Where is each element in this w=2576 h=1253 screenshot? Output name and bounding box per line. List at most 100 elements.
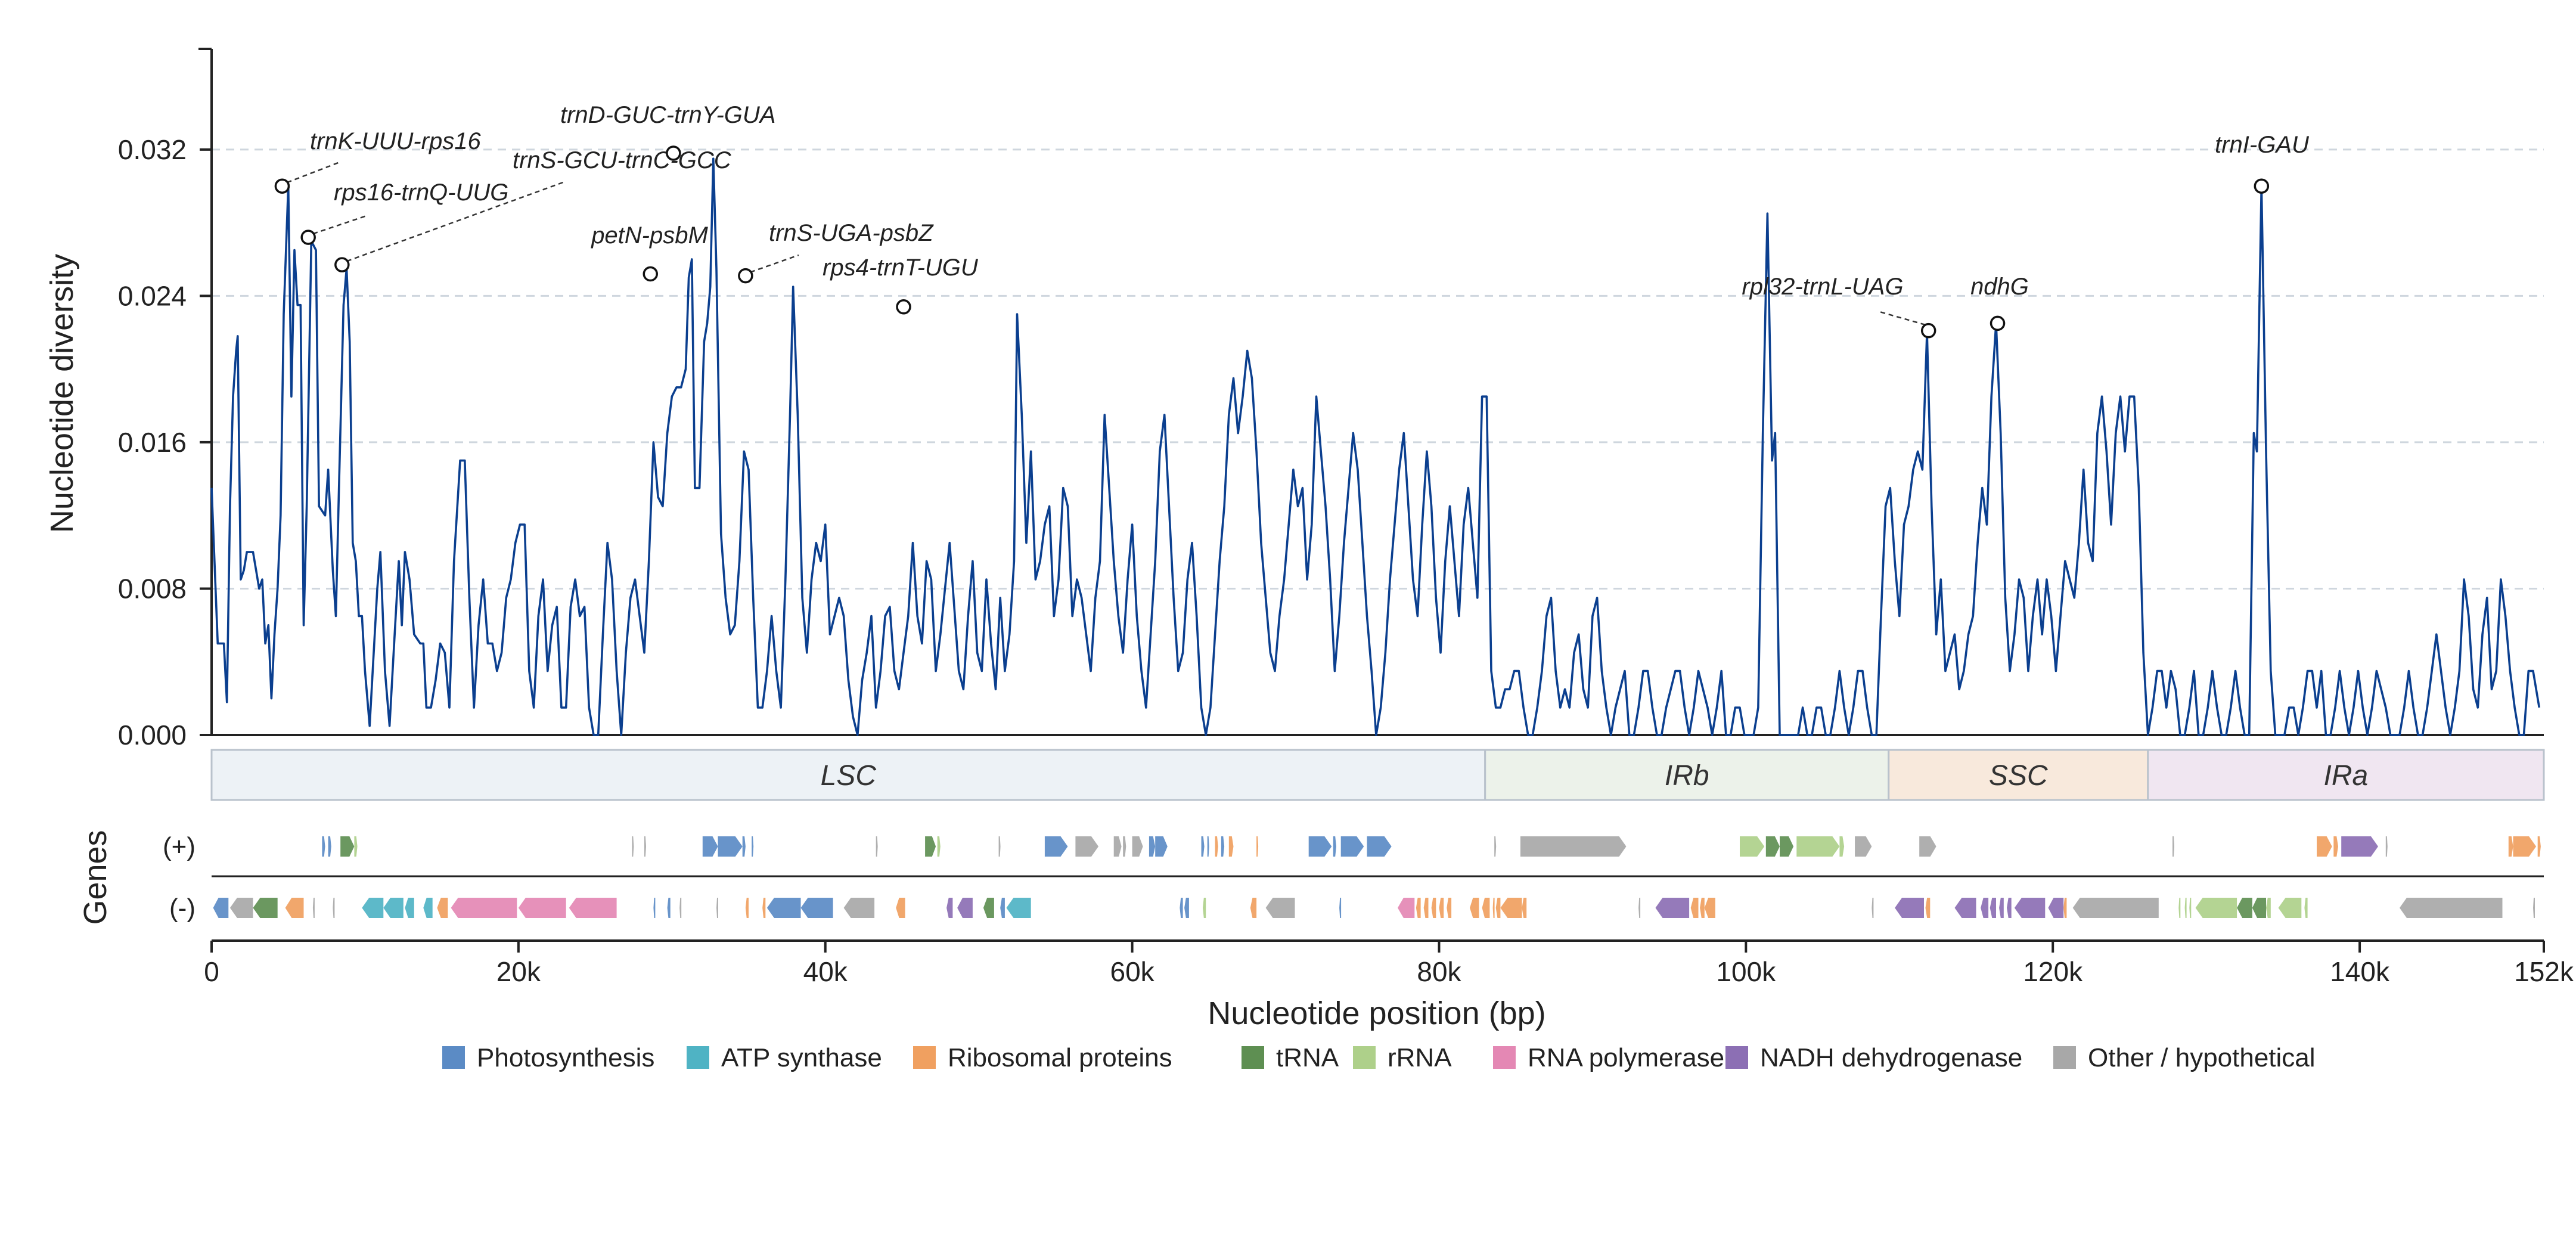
peak-label: trnI-GAU	[2215, 132, 2310, 158]
gene-arrow	[1999, 898, 2004, 918]
gene-arrow	[1494, 836, 1497, 857]
gene-arrow	[1495, 898, 1501, 918]
y-tick-label: 0.008	[118, 573, 187, 604]
gene-arrow	[716, 898, 718, 918]
legend-label: Other / hypothetical	[2088, 1043, 2316, 1072]
legend-label: Ribosomal proteins	[948, 1043, 1172, 1072]
gene-arrow	[1123, 836, 1126, 857]
gene-arrow	[1006, 898, 1031, 918]
gene-arrow	[1740, 836, 1765, 857]
gene-arrow	[1638, 898, 1641, 918]
peak-label: petN-psbM	[591, 222, 708, 249]
peak-marker	[896, 299, 911, 315]
gene-arrow	[2237, 898, 2252, 918]
gene-arrow	[957, 898, 973, 918]
gene-arrow	[354, 836, 358, 857]
gene-arrow	[1439, 898, 1444, 918]
gene-arrow	[1215, 836, 1218, 857]
peak-leader-line	[1877, 310, 1934, 328]
gene-arrow	[1155, 836, 1168, 857]
gene-arrow	[2304, 898, 2308, 918]
gene-arrow	[437, 898, 448, 918]
x-tick-label: 140k	[2330, 956, 2390, 987]
legend-swatch	[1353, 1046, 1376, 1069]
gene-arrow	[2189, 898, 2192, 918]
gene-arrow	[1954, 898, 1976, 918]
gene-arrow	[383, 898, 404, 918]
gene-arrow	[1655, 898, 1690, 918]
peak-label: trnS-GCU-trnC-GCC	[513, 147, 732, 173]
peak-marker	[274, 178, 290, 194]
legend-label: tRNA	[1276, 1043, 1339, 1072]
gene-arrow	[1398, 898, 1415, 918]
gene-arrow	[983, 898, 994, 918]
gene-arrow	[1203, 898, 1206, 918]
y-tick-label: 0.024	[118, 280, 187, 311]
x-tick-label: 0	[204, 956, 219, 987]
legend-swatch	[2053, 1046, 2076, 1069]
gene-arrow	[718, 836, 743, 857]
gene-arrow	[2252, 898, 2266, 918]
peak-label: trnD-GUC-trnY-GUA	[560, 102, 775, 128]
gene-arrow	[2172, 836, 2174, 857]
gene-arrow	[2184, 898, 2187, 918]
gene-arrow	[2178, 898, 2181, 918]
region-label: LSC	[821, 760, 877, 792]
peak-marker	[1990, 315, 2006, 331]
gene-arrow	[1340, 836, 1364, 857]
x-axis-title: Nucleotide position (bp)	[1208, 995, 1545, 1031]
gene-arrow	[679, 898, 682, 918]
peak-marker	[2254, 178, 2270, 194]
gene-arrow	[1132, 836, 1143, 857]
gene-arrow	[1690, 898, 1699, 918]
legend: Photosynthesis ATP synthase Ribosomal prot…	[442, 1043, 2316, 1072]
y-axis: 0.000 0.008 0.016 0.024 0.032	[118, 48, 2544, 750]
peak-annotations: trnK-UUU-rps16 rps16-trnQ-UUGtrnS-GCU-trn…	[274, 102, 2310, 339]
peak-marker	[1920, 322, 1936, 339]
gene-arrow	[644, 836, 646, 857]
gene-arrow	[1113, 836, 1122, 857]
region-label: SSC	[1989, 760, 2048, 792]
gene-arrow	[946, 898, 953, 918]
legend-item: rRNA	[1353, 1043, 1452, 1072]
gene-arrow	[2317, 836, 2332, 857]
gene-arrow	[800, 898, 833, 918]
gene-arrow	[1855, 836, 1872, 857]
x-tick-label: 80k	[1417, 956, 1461, 987]
gene-arrow	[667, 898, 671, 918]
gene-arrow	[1925, 898, 1931, 918]
gene-arrow	[1431, 898, 1436, 918]
gene-arrow	[998, 836, 1001, 857]
gene-arrow	[362, 898, 384, 918]
gene-arrow	[1780, 836, 1794, 857]
gene-arrow	[1075, 836, 1098, 857]
y-axis-title: Nucleotide diversity	[44, 254, 80, 533]
gene-arrow	[2048, 898, 2064, 918]
gene-arrow	[1522, 898, 1527, 918]
legend-label: Photosynthesis	[477, 1043, 654, 1072]
gene-arrow	[1184, 898, 1189, 918]
diversity-line-series	[210, 157, 2541, 736]
gene-arrow	[1990, 898, 1996, 918]
legend-item: NADH dehydrogenase	[1725, 1043, 2022, 1072]
gene-arrow	[2333, 836, 2338, 857]
x-tick-label: 120k	[2023, 956, 2083, 987]
gene-arrow	[742, 836, 746, 857]
gene-arrow	[1333, 836, 1336, 857]
y-tick-label: 0.016	[118, 427, 187, 458]
gene-arrow	[653, 898, 656, 918]
gene-arrow	[1207, 836, 1209, 857]
gene-arrow	[1919, 836, 1936, 857]
peak-label: rps16-trnQ-UUG	[334, 179, 508, 206]
gene-arrow	[1895, 898, 1924, 918]
y-tick-label: 0.032	[118, 134, 187, 165]
strand-label: (+)	[163, 832, 195, 861]
x-tick-label: 60k	[1110, 956, 1155, 987]
gene-arrow	[2195, 898, 2237, 918]
gene-arrow	[896, 898, 905, 918]
peak-leader-line	[750, 254, 799, 273]
gene-arrow	[340, 836, 355, 857]
region-lsc	[210, 749, 1486, 801]
gene-arrow	[1500, 898, 1522, 918]
